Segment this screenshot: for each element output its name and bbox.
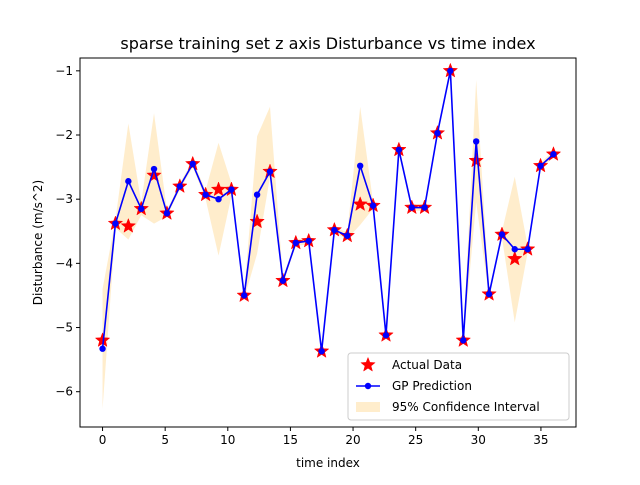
gp-prediction-point — [408, 204, 415, 211]
gp-prediction-point — [202, 191, 209, 198]
gp-prediction-point — [215, 195, 222, 203]
gp-prediction-point — [524, 246, 531, 253]
gp-prediction-point — [125, 178, 132, 185]
actual-data-point — [352, 196, 368, 211]
legend-patch-band — [356, 402, 380, 412]
gp-prediction-point — [150, 165, 158, 173]
gp-prediction-point — [344, 232, 351, 239]
gp-prediction-point — [228, 186, 235, 193]
gp-prediction-point — [112, 220, 119, 227]
x-tick-label: 25 — [408, 433, 423, 447]
x-tick-label: 30 — [471, 433, 486, 447]
plot-area — [94, 62, 562, 410]
gp-prediction-point — [331, 226, 338, 234]
actual-data-point — [249, 213, 265, 229]
plot-frame — [79, 57, 577, 428]
gp-prediction-point — [395, 146, 403, 153]
gp-prediction-point — [356, 162, 364, 170]
actual-data-point — [468, 152, 484, 168]
legend: Actual Data GP Prediction 95% Confidence I… — [347, 352, 570, 421]
gp-prediction-point — [447, 67, 454, 75]
gp-prediction-point — [318, 348, 325, 355]
gp-prediction-point — [382, 332, 390, 339]
gp-prediction-point — [498, 231, 506, 238]
gp-prediction-point — [99, 345, 106, 352]
gp-prediction-line — [101, 70, 554, 353]
chart-title: sparse training set z axis Disturbance v… — [120, 34, 535, 53]
gp-prediction-point — [472, 138, 480, 145]
actual-data-point — [506, 250, 523, 266]
x-axis-label: time index — [296, 456, 360, 470]
gp-prediction-point — [511, 246, 518, 253]
gp-prediction-point — [550, 151, 557, 158]
gp-prediction-point — [485, 290, 493, 298]
x-tick-label: 10 — [220, 433, 235, 447]
legend-marker-actual — [360, 356, 376, 372]
legend-label-band: 95% Confidence Interval — [392, 400, 540, 414]
x-axis: 0 5 10 15 20 25 30 35 — [99, 427, 549, 447]
actual-data-point — [120, 217, 137, 233]
gp-prediction-point — [189, 160, 196, 168]
gp-prediction-point — [421, 204, 428, 211]
gp-prediction-point — [537, 162, 544, 170]
gp-prediction-point — [163, 210, 171, 217]
y-tick-label: −5 — [55, 321, 73, 335]
y-axis: −6 −5 −4 −3 −2 −1 — [55, 64, 80, 399]
gp-prediction-point — [434, 129, 441, 137]
y-tick-label: −4 — [55, 256, 73, 270]
gp-prediction-point — [369, 202, 377, 209]
gp-prediction-point — [292, 239, 300, 247]
y-tick-label: −6 — [55, 385, 73, 399]
legend-marker-gp — [364, 382, 372, 390]
y-axis-label: Disturbance (m/s^2) — [31, 180, 45, 305]
x-tick-label: 15 — [283, 433, 298, 447]
gp-prediction-point — [138, 205, 145, 213]
gp-prediction-point — [460, 337, 467, 344]
legend-label-actual: Actual Data — [392, 358, 462, 372]
gp-prediction-point — [266, 168, 274, 175]
gp-prediction-point — [241, 292, 248, 299]
actual-data-point — [146, 167, 162, 183]
y-tick-label: −1 — [55, 64, 73, 78]
gp-prediction-point — [279, 277, 287, 284]
y-tick-label: −3 — [55, 192, 73, 206]
legend-box — [347, 352, 570, 421]
gp-prediction-point — [253, 191, 261, 198]
x-tick-label: 0 — [99, 433, 107, 447]
gp-prediction-point — [305, 237, 312, 245]
y-tick-label: −2 — [55, 128, 73, 142]
legend-label-gp: GP Prediction — [392, 379, 472, 393]
x-tick-label: 20 — [345, 433, 360, 447]
gp-prediction-point — [176, 183, 184, 190]
x-tick-label: 35 — [533, 433, 548, 447]
x-tick-label: 5 — [161, 433, 169, 447]
